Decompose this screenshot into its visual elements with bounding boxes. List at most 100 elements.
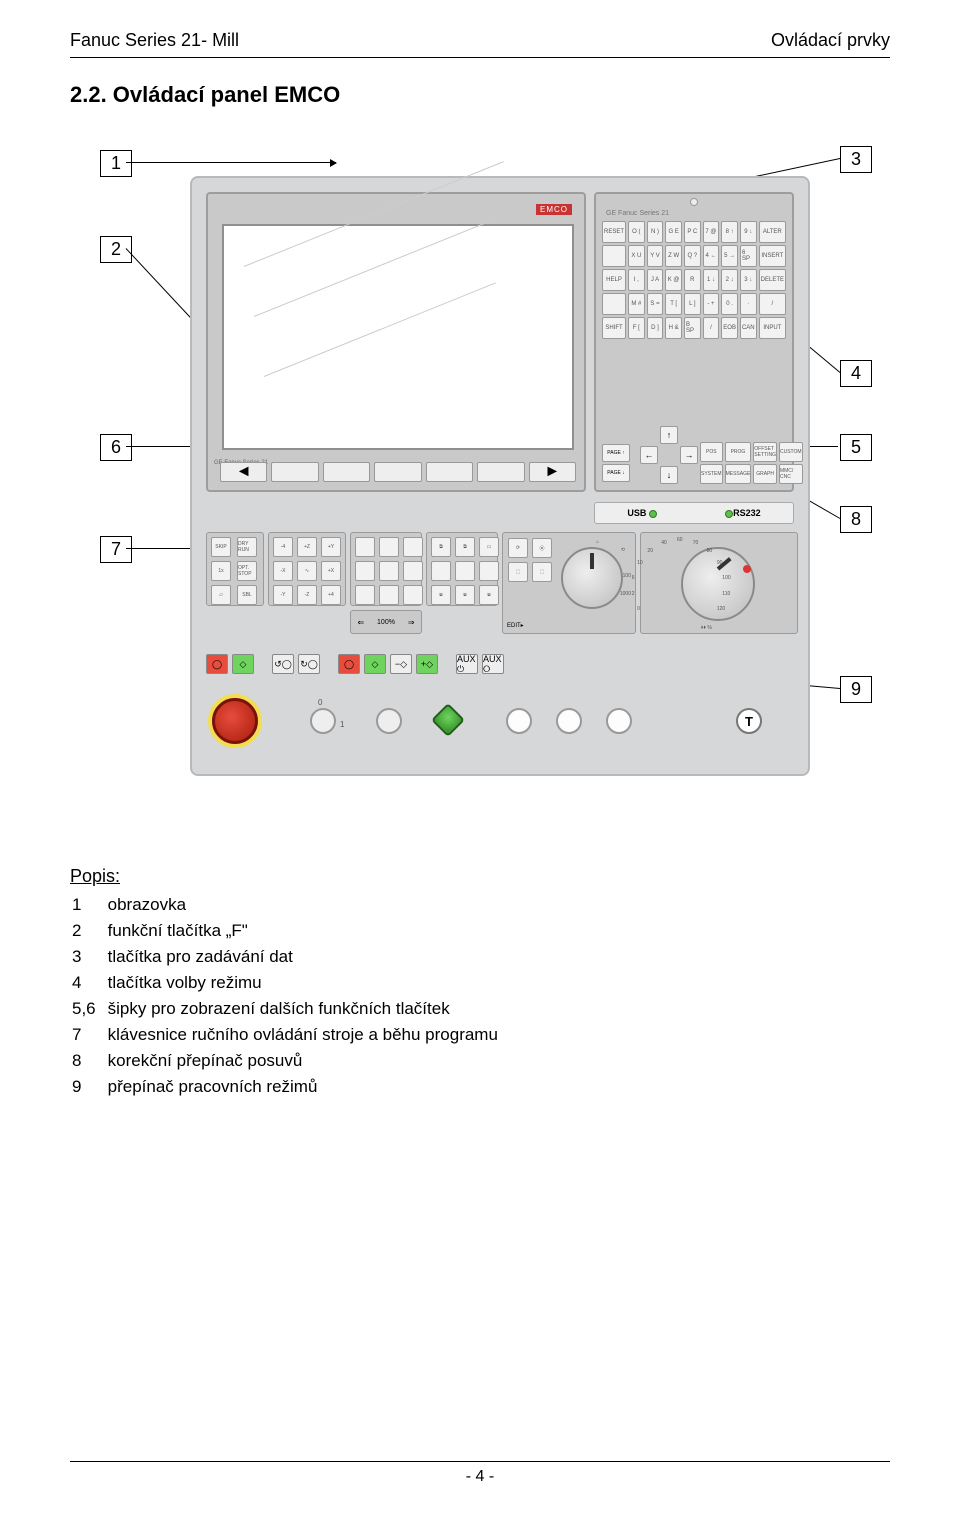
jog-key[interactable]: -Z — [297, 585, 317, 605]
mode-key[interactable]: MMC/ CNC — [779, 464, 803, 484]
mode-key[interactable]: GRAPH — [753, 464, 777, 484]
mc-key[interactable]: SKIP — [211, 537, 231, 557]
data-key[interactable]: SHIFT — [602, 317, 626, 339]
softkey-left-arrow[interactable]: ◄ — [220, 462, 267, 482]
data-key[interactable]: 6 SP — [740, 245, 757, 267]
softkey-right-arrow[interactable]: ► — [529, 462, 576, 482]
data-key[interactable]: / — [759, 293, 786, 315]
data-key[interactable]: 7 @ — [703, 221, 720, 243]
page-down-key[interactable]: PAGE ↓ — [602, 464, 630, 482]
mc-key[interactable]: ▱ — [211, 585, 231, 605]
data-key[interactable]: N ) — [647, 221, 664, 243]
data-key[interactable]: F [ — [628, 317, 645, 339]
data-key[interactable]: L ] — [684, 293, 701, 315]
page-up-key[interactable]: PAGE ↑ — [602, 444, 630, 462]
softkey-f5[interactable] — [477, 462, 524, 482]
spindle-ccw[interactable]: ↺◯ — [272, 654, 294, 674]
data-key[interactable]: 5 → — [721, 245, 738, 267]
data-key[interactable]: 4 ← — [703, 245, 720, 267]
softkey-f1[interactable] — [271, 462, 318, 482]
data-key[interactable]: 9 ↓ — [740, 221, 757, 243]
data-key[interactable]: Z W — [665, 245, 682, 267]
mode-icon-3[interactable]: ⬚ — [508, 562, 528, 582]
data-key[interactable]: I , — [628, 269, 645, 291]
data-key[interactable]: 1 ↓ — [703, 269, 720, 291]
data-key[interactable]: CAN — [740, 317, 757, 339]
jog-key[interactable]: +Z — [297, 537, 317, 557]
softkey-f2[interactable] — [323, 462, 370, 482]
data-key[interactable] — [602, 293, 626, 315]
key-switch-2[interactable] — [376, 708, 402, 734]
mode-key[interactable]: OFFSET SETTING — [753, 442, 777, 462]
data-key[interactable]: / — [703, 317, 720, 339]
jog-key[interactable]: -4 — [273, 537, 293, 557]
softkey-f3[interactable] — [374, 462, 421, 482]
mc-key[interactable]: SBL — [237, 585, 257, 605]
mode-key[interactable]: CUSTOM — [779, 442, 803, 462]
cycle-start[interactable] — [431, 703, 465, 737]
data-key[interactable]: J A — [647, 269, 664, 291]
data-key[interactable]: K @ — [665, 269, 682, 291]
data-key[interactable]: Y V — [647, 245, 664, 267]
data-key[interactable]: X U — [628, 245, 645, 267]
data-key[interactable]: G E — [665, 221, 682, 243]
mode-key[interactable]: POS — [700, 442, 723, 462]
stop-btn-2[interactable]: ◯ — [338, 654, 360, 674]
data-key[interactable]: P C — [684, 221, 701, 243]
cursor-down[interactable]: ↓ — [660, 466, 678, 484]
data-key[interactable]: EOB — [721, 317, 738, 339]
data-key[interactable]: ALTER — [759, 221, 786, 243]
data-key[interactable]: D ] — [647, 317, 664, 339]
aux-on-btn[interactable]: AUX ⏻ — [456, 654, 478, 674]
t-button[interactable]: T — [736, 708, 762, 734]
white-button-3[interactable] — [606, 708, 632, 734]
mode-key[interactable]: SYSTEM — [700, 464, 723, 484]
mode-icon-4[interactable]: ⬚ — [532, 562, 552, 582]
white-button-1[interactable] — [506, 708, 532, 734]
mc-key[interactable]: 1x — [211, 561, 231, 581]
data-key[interactable]: 0 . — [721, 293, 738, 315]
aux-off-btn[interactable]: AUX ⭘ — [482, 654, 504, 674]
data-key[interactable]: HELP — [602, 269, 626, 291]
cursor-up[interactable]: ↑ — [660, 426, 678, 444]
jog-key[interactable]: -Y — [273, 585, 293, 605]
data-key[interactable]: 2 ↓ — [721, 269, 738, 291]
cursor-left[interactable]: ← — [640, 446, 658, 464]
jog-key[interactable]: ∿ — [297, 561, 317, 581]
cursor-right[interactable]: → — [680, 446, 698, 464]
softkey-f4[interactable] — [426, 462, 473, 482]
white-button-2[interactable] — [556, 708, 582, 734]
jog-key[interactable]: +4 — [321, 585, 341, 605]
jog-key[interactable]: -X — [273, 561, 293, 581]
data-key[interactable]: H & — [665, 317, 682, 339]
data-key[interactable]: DELETE — [759, 269, 786, 291]
data-key[interactable]: B SP — [684, 317, 701, 339]
data-key[interactable]: RESET — [602, 221, 626, 243]
jog-key[interactable]: +Y — [321, 537, 341, 557]
data-key[interactable]: Q ? — [684, 245, 701, 267]
mode-key[interactable]: PROG — [725, 442, 752, 462]
start-btn-1[interactable]: ◇ — [232, 654, 254, 674]
data-key[interactable] — [602, 245, 626, 267]
start-btn-2[interactable]: ◇ — [364, 654, 386, 674]
data-key[interactable]: T [ — [665, 293, 682, 315]
data-key[interactable]: R — [684, 269, 701, 291]
jog-key[interactable]: +X — [321, 561, 341, 581]
stop-btn-1[interactable]: ◯ — [206, 654, 228, 674]
data-key[interactable]: · — [740, 293, 757, 315]
mode-icon-2[interactable]: ⦿ — [532, 538, 552, 558]
mc-key[interactable]: OPT. STOP — [237, 561, 257, 581]
data-key[interactable]: - + — [703, 293, 720, 315]
data-key[interactable]: O ( — [628, 221, 645, 243]
mode-dial[interactable] — [561, 547, 623, 609]
data-key[interactable]: S = — [647, 293, 664, 315]
data-key[interactable]: INSERT — [759, 245, 786, 267]
key-switch-1[interactable] — [310, 708, 336, 734]
emergency-stop[interactable] — [212, 698, 258, 744]
feed-plus[interactable]: +◇ — [416, 654, 438, 674]
mc-key[interactable]: DRY RUN — [237, 537, 257, 557]
feed-minus[interactable]: −◇ — [390, 654, 412, 674]
mode-icon-1[interactable]: ⟳ — [508, 538, 528, 558]
data-key[interactable]: M # — [628, 293, 645, 315]
spindle-cw[interactable]: ↻◯ — [298, 654, 320, 674]
